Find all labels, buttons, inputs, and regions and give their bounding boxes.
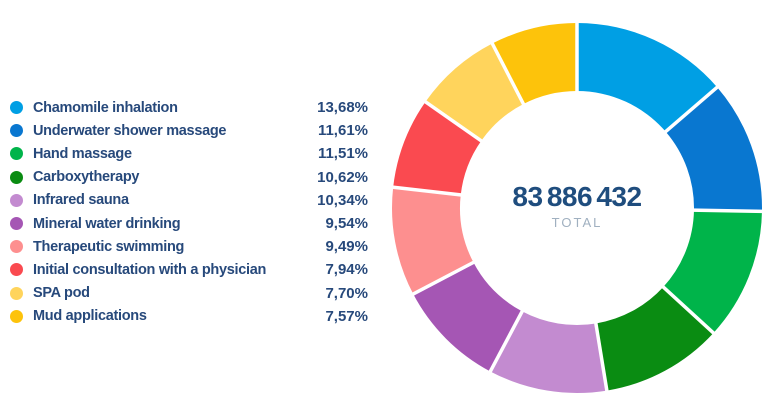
segment-separator <box>410 259 477 297</box>
legend-item-value: 11,51% <box>317 145 368 163</box>
legend-color-dot-icon <box>10 240 23 254</box>
segment-separator <box>422 99 484 144</box>
legend-color-dot-icon <box>10 286 23 300</box>
legend-color-dot-icon <box>10 124 23 138</box>
legend-item: Mineral water drinking 9,54% <box>10 212 368 235</box>
legend-item-value: 7,57% <box>325 307 368 325</box>
legend-item: Chamomile inhalation 13,68% <box>10 96 368 119</box>
segment-separator <box>390 185 463 197</box>
chart-legend: Chamomile inhalation 13,68% Underwater s… <box>10 96 368 328</box>
legend-color-dot-icon <box>10 101 23 115</box>
legend-item-value: 7,94% <box>325 261 368 279</box>
segment-separator <box>691 208 765 214</box>
legend-item-value: 10,34% <box>317 191 368 209</box>
legend-item-value: 13,68% <box>317 99 368 117</box>
donut-segment-6 <box>392 187 474 295</box>
legend-item-label: Mineral water drinking <box>33 215 181 232</box>
legend-item-label: Carboxytherapy <box>33 169 140 186</box>
legend-color-dot-icon <box>10 217 23 231</box>
legend-item-label: Underwater shower massage <box>33 122 227 139</box>
legend-item-value: 10,62% <box>317 168 368 186</box>
total-label: TOTAL <box>551 215 603 231</box>
legend-item: SPA pod 7,70% <box>10 282 368 305</box>
legend-item-value: 11,61% <box>317 122 368 140</box>
legend-item-label: Hand massage <box>33 145 132 162</box>
legend-item-label: Initial consultation with a physician <box>33 261 267 278</box>
legend-color-dot-icon <box>10 263 23 277</box>
legend-item-label: Infrared sauna <box>33 192 129 209</box>
legend-color-dot-icon <box>10 309 23 323</box>
donut-segment-5 <box>413 262 523 372</box>
legend-item-label: Chamomile inhalation <box>33 99 178 116</box>
segment-separator <box>660 284 717 336</box>
donut-segment-3 <box>595 287 714 391</box>
legend-item: Infrared sauna 10,34% <box>10 189 368 212</box>
donut-segment-7 <box>393 101 482 195</box>
legend-item-value: 7,70% <box>325 284 368 302</box>
donut-segment-1 <box>665 87 763 212</box>
donut-segment-0 <box>577 23 718 132</box>
donut-center-label: 83 886 432 TOTAL <box>512 180 642 231</box>
legend-item: Hand massage 11,51% <box>10 142 368 165</box>
segment-separator <box>489 40 526 107</box>
segment-separator <box>487 308 525 375</box>
legend-item-label: SPA pod <box>33 285 90 302</box>
legend-color-dot-icon <box>10 193 23 207</box>
segment-separator <box>662 84 720 135</box>
legend-item: Mud applications 7,57% <box>10 305 368 328</box>
legend-item-value: 9,49% <box>325 238 368 256</box>
donut-segment-8 <box>425 43 524 141</box>
donut-segment-2 <box>663 210 762 333</box>
legend-item: Therapeutic swimming 9,49% <box>10 235 368 258</box>
legend-color-dot-icon <box>10 147 23 161</box>
legend-item: Underwater shower massage 11,61% <box>10 119 368 142</box>
legend-item-label: Therapeutic swimming <box>33 238 185 255</box>
legend-item: Carboxytherapy 10,62% <box>10 166 368 189</box>
legend-item-label: Mud applications <box>33 308 147 325</box>
segment-separator <box>593 321 609 393</box>
legend-color-dot-icon <box>10 170 23 184</box>
legend-item: Initial consultation with a physician 7,… <box>10 258 368 281</box>
legend-item-value: 9,54% <box>325 215 368 233</box>
total-value: 83 886 432 <box>512 180 642 212</box>
donut-segment-4 <box>490 311 607 393</box>
